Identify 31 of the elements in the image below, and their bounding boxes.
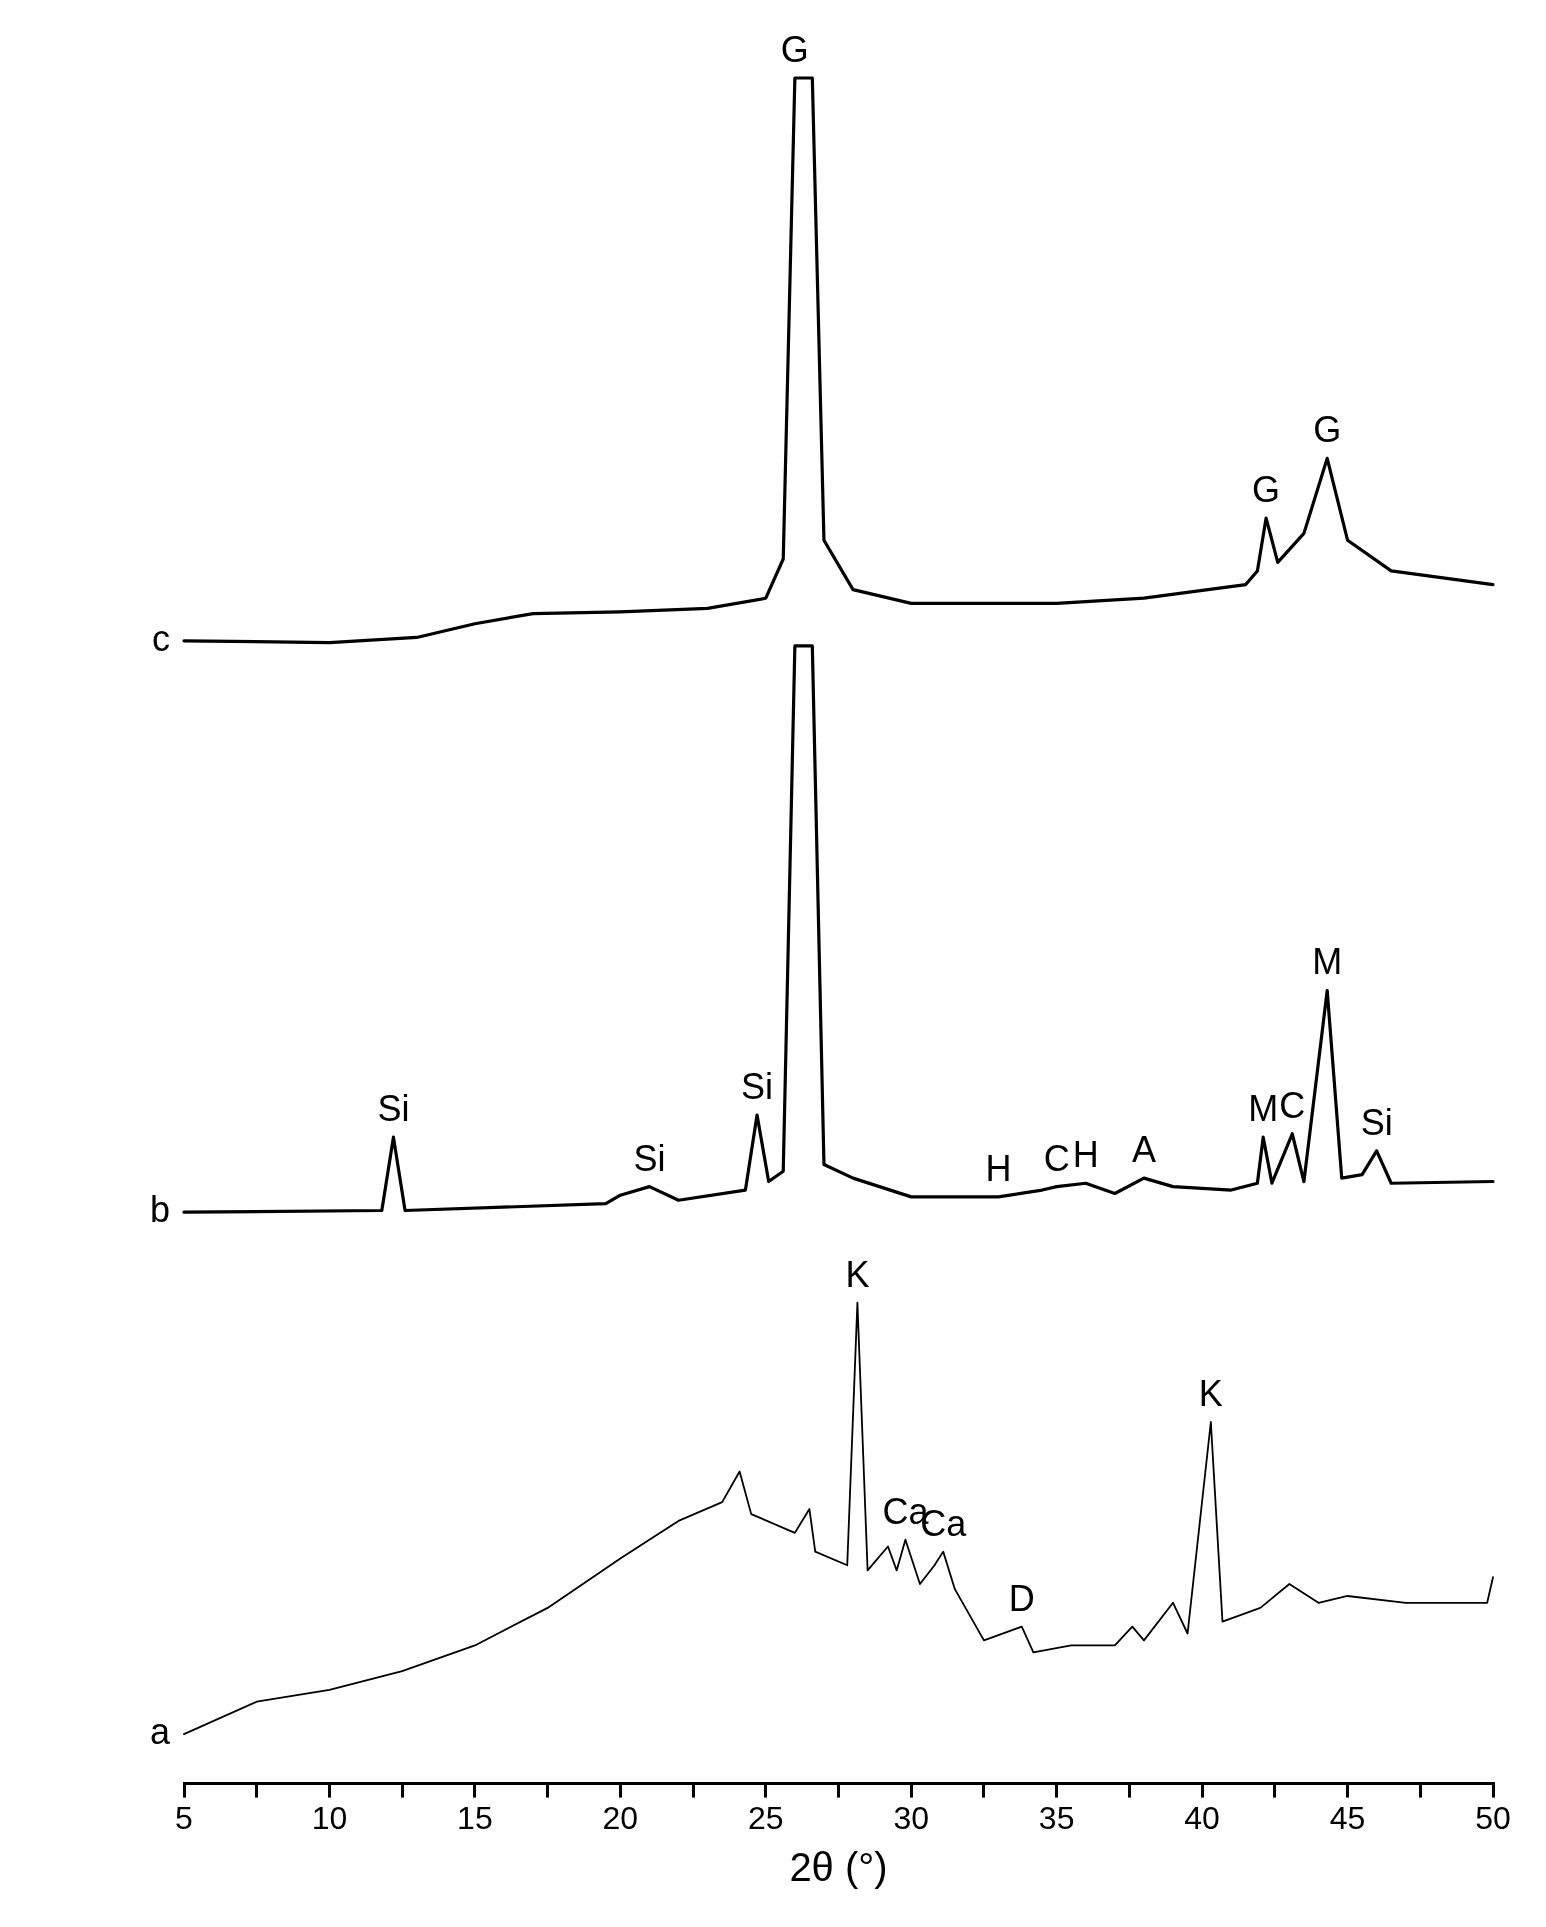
x-tick-label: 15	[457, 1799, 493, 1836]
annotation: Si	[377, 1088, 410, 1130]
annotation: K	[1198, 1372, 1223, 1414]
series-label: c	[152, 617, 170, 659]
x-axis-title: 2θ (°)	[789, 1845, 888, 1890]
x-tick-label: 35	[1038, 1799, 1075, 1836]
x-tick-label: 25	[747, 1799, 784, 1836]
annotation: C	[1043, 1137, 1070, 1179]
x-tick-label: 5	[175, 1799, 193, 1836]
annotation: G	[780, 28, 809, 70]
x-tick-label: 20	[602, 1799, 639, 1836]
annotation: G	[1252, 468, 1281, 510]
annotation: G	[1313, 409, 1342, 451]
series-label: b	[149, 1189, 170, 1231]
annotation: Si	[741, 1065, 774, 1107]
annotation: A	[1131, 1129, 1156, 1171]
series-label: a	[149, 1711, 171, 1753]
annotation: Si	[633, 1137, 666, 1179]
annotation: M	[1248, 1088, 1279, 1130]
x-tick-label: 50	[1475, 1799, 1511, 1836]
x-tick-label: 30	[893, 1799, 930, 1836]
annotation: H	[985, 1147, 1012, 1189]
annotation: Si	[1360, 1101, 1393, 1143]
annotation: C	[1279, 1084, 1306, 1126]
annotation: H	[1072, 1134, 1099, 1176]
annotation: M	[1312, 941, 1343, 983]
x-tick-label: 45	[1329, 1799, 1366, 1836]
annotation: D	[1008, 1577, 1035, 1619]
x-tick-label: 10	[311, 1799, 348, 1836]
annotation: K	[845, 1253, 870, 1295]
x-tick-label: 40	[1184, 1799, 1220, 1836]
